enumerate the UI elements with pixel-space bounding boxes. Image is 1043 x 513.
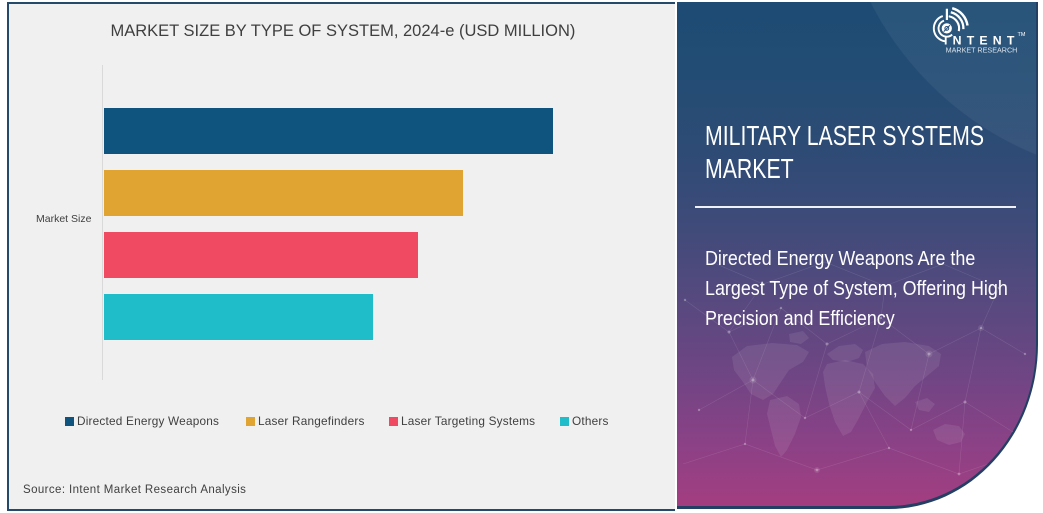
svg-text:INTENT: INTENT	[944, 34, 1020, 48]
svg-text:TM: TM	[1018, 32, 1026, 38]
svg-text:MARKET RESEARCH: MARKET RESEARCH	[946, 45, 1018, 54]
